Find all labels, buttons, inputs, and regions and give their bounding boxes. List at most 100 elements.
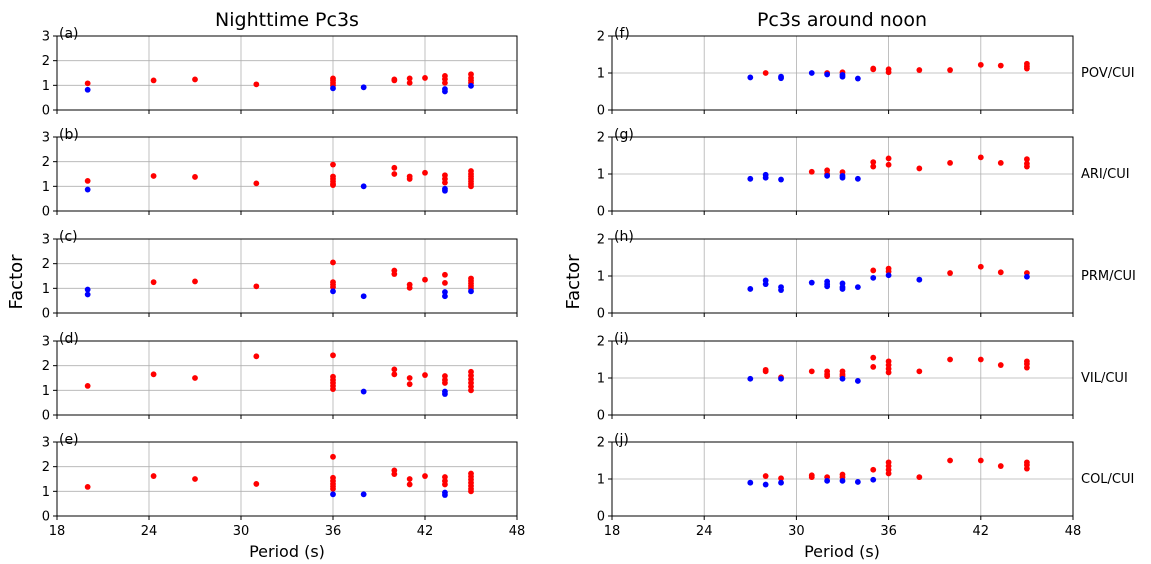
data-point-blue	[824, 477, 831, 484]
data-point-blue	[84, 291, 91, 298]
panel-frame	[611, 35, 1074, 111]
y-tick-label: 3	[42, 233, 50, 248]
data-point-red	[808, 474, 815, 481]
data-point-red	[253, 481, 260, 487]
station-label: POV/CUI	[1081, 66, 1135, 81]
data-point-red	[762, 368, 769, 375]
y-tick-label: 2	[597, 30, 605, 45]
data-point-blue	[84, 286, 91, 293]
data-point-blue	[84, 186, 91, 193]
data-point-blue	[839, 375, 846, 382]
data-point-red	[406, 375, 413, 381]
data-point-red	[330, 352, 336, 359]
data-point-blue	[360, 84, 367, 91]
data-point-red	[192, 76, 198, 83]
data-point-red	[253, 283, 260, 290]
data-point-red	[977, 263, 984, 270]
data-point-red	[870, 267, 877, 274]
data-point-blue	[839, 477, 846, 484]
data-point-red	[916, 67, 923, 73]
panel-letter: (b)	[59, 127, 79, 143]
y-tick-label: 3	[42, 335, 50, 350]
data-point-red	[977, 154, 984, 161]
data-point-red	[977, 457, 984, 464]
data-point-red	[422, 473, 428, 479]
y-tick-label: 3	[42, 30, 50, 45]
data-point-blue	[330, 491, 336, 498]
panel-e: 0 1 2 3 (e) 18 24 30 36 42 48	[42, 432, 526, 539]
data-point-red	[468, 71, 474, 78]
data-point-red	[84, 382, 91, 389]
data-point-red	[253, 180, 260, 187]
data-point-red	[947, 356, 953, 363]
panel-h: 0 1 2 (h) PRM/CUI	[597, 229, 1136, 322]
data-point-blue	[885, 272, 892, 279]
data-point-red	[406, 381, 413, 388]
data-point-blue	[330, 288, 336, 295]
data-point-red	[422, 75, 428, 81]
y-tick-label: 2	[597, 131, 605, 146]
data-point-red	[885, 369, 892, 376]
data-point-blue	[84, 86, 91, 93]
y-tick-label: 2	[42, 257, 50, 272]
data-point-red	[150, 279, 157, 286]
y-tick-label: 1	[597, 270, 605, 285]
x-tick-label: 30	[233, 524, 250, 539]
data-point-red	[916, 368, 923, 375]
y-tick-label: 0	[42, 104, 50, 119]
data-point-blue	[747, 375, 754, 382]
y-tick-label: 2	[42, 54, 50, 69]
panel-f: 0 1 2 (f) POV/CUI	[597, 26, 1135, 119]
data-point-blue	[916, 276, 923, 283]
data-point-blue	[442, 187, 448, 194]
data-point-red	[253, 353, 260, 360]
panel-letter: (f)	[614, 26, 630, 42]
data-point-red	[1024, 156, 1030, 163]
data-point-red	[442, 280, 448, 286]
data-point-red	[778, 475, 784, 482]
data-point-red	[406, 476, 413, 482]
x-tick-label: 30	[788, 524, 805, 539]
y-tick-label: 1	[597, 168, 605, 183]
data-point-red	[762, 70, 769, 76]
data-point-red	[192, 174, 198, 180]
data-point-red	[997, 269, 1004, 276]
x-tick-label: 18	[49, 524, 66, 539]
y-tick-label: 0	[42, 510, 50, 525]
data-point-blue	[839, 71, 846, 78]
data-point-blue	[468, 82, 474, 89]
data-point-red	[406, 79, 413, 86]
left-column-title: Nighttime Pc3s	[215, 9, 359, 31]
station-label: ARI/CUI	[1081, 167, 1130, 182]
y-tick-label: 0	[597, 104, 605, 119]
data-point-blue	[870, 274, 877, 281]
data-point-blue	[824, 283, 831, 290]
y-tick-label: 0	[597, 409, 605, 424]
panel-letter: (c)	[59, 229, 78, 245]
data-point-red	[442, 271, 448, 278]
data-point-red	[442, 179, 448, 186]
data-point-blue	[854, 175, 861, 182]
data-point-red	[84, 178, 91, 184]
left-y-axis-label: Factor	[6, 254, 27, 310]
y-tick-label: 0	[42, 409, 50, 424]
y-tick-label: 1	[597, 67, 605, 82]
data-point-blue	[778, 375, 784, 382]
data-point-red	[330, 386, 336, 392]
data-point-red	[84, 483, 91, 490]
data-point-red	[1024, 364, 1030, 371]
x-tick-label: 36	[880, 524, 897, 539]
data-point-blue	[747, 175, 754, 182]
y-tick-label: 2	[42, 155, 50, 170]
data-point-blue	[762, 481, 769, 488]
data-point-blue	[762, 174, 769, 181]
data-point-blue	[778, 75, 784, 82]
data-point-red	[977, 61, 984, 68]
data-point-blue	[778, 176, 784, 183]
data-point-red	[253, 81, 260, 88]
data-point-red	[870, 163, 877, 170]
y-tick-label: 1	[597, 372, 605, 387]
panel-frame	[611, 136, 1074, 212]
data-point-red	[406, 284, 413, 291]
